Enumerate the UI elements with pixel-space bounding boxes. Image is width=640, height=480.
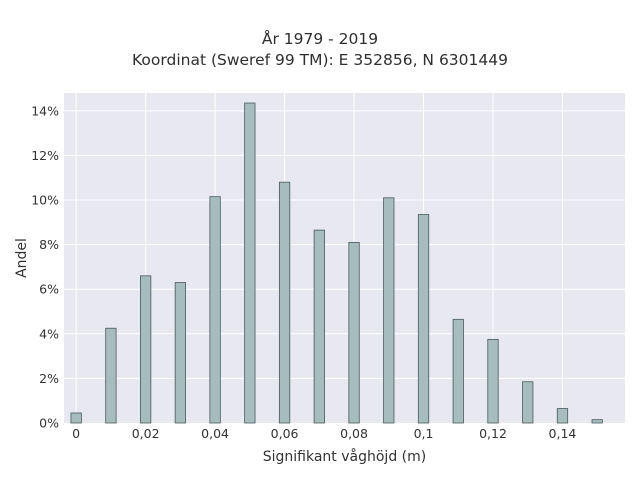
y-tick-label: 6% [39,282,59,297]
y-tick-label: 4% [39,326,59,341]
y-tick-label: 14% [31,103,59,118]
bar [417,214,430,424]
chart-title: År 1979 - 2019 [261,30,379,48]
chart-subtitle: Koordinat (Sweref 99 TM): E 352856, N 63… [132,51,508,69]
bar [209,196,221,424]
y-tick-label: 12% [31,148,59,163]
y-tick-label: 2% [39,371,59,386]
x-tick-label: 0,08 [340,426,368,441]
x-tick-label: 0,02 [132,426,160,441]
x-tick-label: 0,1 [414,426,434,441]
bar [591,419,603,424]
x-tick-label: 0 [72,426,80,441]
x-tick-label: 0,14 [549,426,577,441]
bar [105,327,117,424]
bar [348,241,360,424]
bars [70,102,603,424]
x-tick-label: 0,04 [201,426,229,441]
y-tick-label: 8% [39,237,59,252]
grid-lines [64,93,625,423]
bar [313,229,325,424]
y-axis-label: Andel [14,238,30,278]
bar [278,181,291,424]
bar [522,381,534,424]
x-axis-label: Signifikant våghöjd (m) [263,448,426,465]
bar [556,408,569,424]
y-tick-label: 0% [39,416,59,431]
y-tick-label: 10% [31,193,59,208]
bar [452,318,464,424]
tick-labels: 0 0,02 0,04 0,06 0,08 0,1 0,12 0,14 0% 2% 4% 6% 8% 10… [31,103,576,441]
bar [244,102,256,424]
bar [383,197,395,424]
bar [174,282,186,424]
bar [487,338,499,424]
x-tick-label: 0,12 [479,426,507,441]
bar [140,275,152,424]
x-tick-label: 0,06 [271,426,299,441]
bar [70,412,82,424]
plot-area [64,93,625,423]
